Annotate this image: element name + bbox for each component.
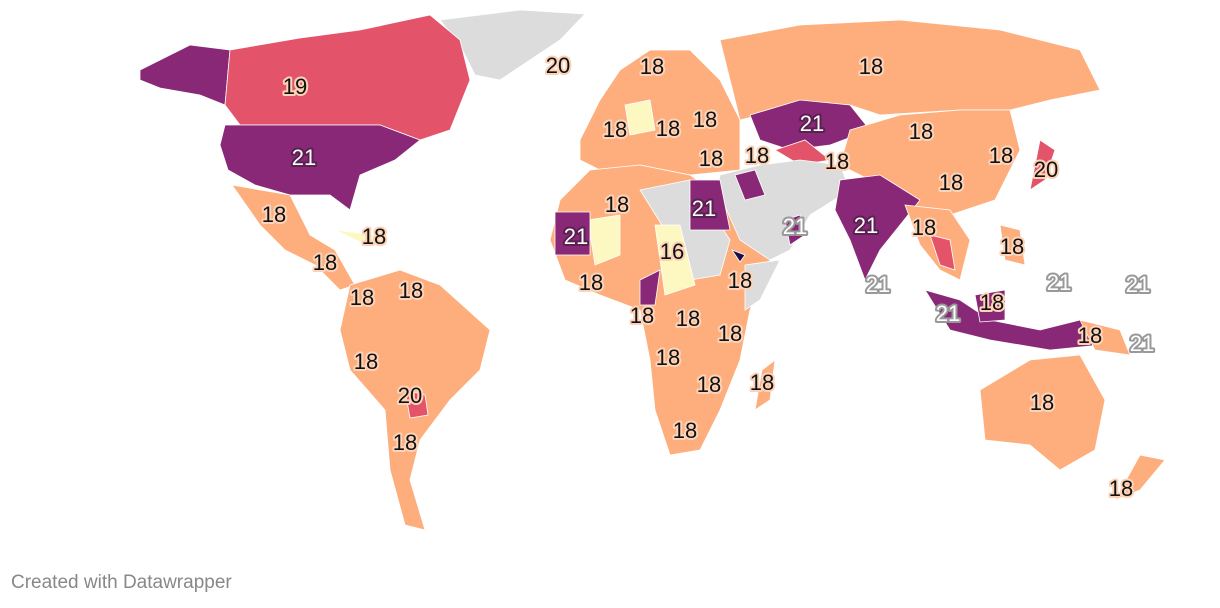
region-australia[interactable] bbox=[979, 354, 1106, 471]
region-philippines[interactable] bbox=[999, 224, 1026, 266]
region-paraguay[interactable] bbox=[404, 389, 429, 419]
value-label-ethiopia: 18 bbox=[728, 268, 752, 293]
value-label-kazakhstan: 21 bbox=[800, 111, 824, 136]
value-label-angola: 18 bbox=[656, 345, 680, 370]
value-label-australia: 18 bbox=[1030, 390, 1054, 415]
value-label-borneo: 18 bbox=[980, 290, 1004, 315]
value-label-korea: 18 bbox=[989, 143, 1013, 168]
value-label-sri-lanka: 21 bbox=[866, 272, 890, 297]
value-label-egypt: 21 bbox=[692, 196, 716, 221]
value-label-papua-new-guinea: 18 bbox=[1078, 323, 1102, 348]
value-label-guyana: 18 bbox=[399, 278, 423, 303]
value-label-caucasus: 18 bbox=[745, 143, 769, 168]
value-label-russia: 18 bbox=[859, 54, 883, 79]
value-label-central-america: 18 bbox=[313, 250, 337, 275]
region-egypt[interactable] bbox=[689, 179, 731, 231]
region-mexico[interactable] bbox=[231, 184, 356, 291]
value-label-scandinavia: 18 bbox=[640, 54, 664, 79]
value-label-united-states: 21 bbox=[292, 145, 316, 170]
region-mali[interactable] bbox=[587, 214, 621, 266]
value-label-japan: 20 bbox=[1034, 157, 1058, 182]
value-label-central-asia: 18 bbox=[825, 149, 849, 174]
value-label-mongolia: 18 bbox=[909, 119, 933, 144]
region-cameroon[interactable] bbox=[639, 269, 661, 306]
value-label-madagascar: 18 bbox=[750, 370, 774, 395]
value-label-eastern-europe: 18 bbox=[693, 107, 717, 132]
value-label-tanzania: 18 bbox=[718, 321, 742, 346]
value-label-south-africa: 18 bbox=[673, 418, 697, 443]
region-oman[interactable] bbox=[784, 214, 806, 246]
value-label-micronesia: 21 bbox=[1047, 270, 1071, 295]
value-label-mauritania: 21 bbox=[564, 224, 588, 249]
value-label-india: 21 bbox=[854, 213, 878, 238]
region-png[interactable] bbox=[1079, 319, 1131, 356]
region-horn[interactable] bbox=[744, 259, 781, 311]
region-madagascar[interactable] bbox=[754, 359, 776, 411]
value-label-west-africa: 18 bbox=[579, 270, 603, 295]
value-label-gabon: 18 bbox=[630, 303, 654, 328]
value-label-philippines: 18 bbox=[1000, 234, 1024, 259]
region-eritrea[interactable] bbox=[730, 249, 746, 263]
region-borneo[interactable] bbox=[974, 289, 1006, 323]
value-label-colombia: 18 bbox=[350, 285, 374, 310]
region-greenland[interactable] bbox=[439, 9, 586, 81]
region-new-zealand[interactable] bbox=[1114, 454, 1166, 501]
value-label-mexico: 18 bbox=[262, 202, 286, 227]
region-japan[interactable] bbox=[1029, 139, 1056, 191]
region-russia[interactable] bbox=[719, 19, 1101, 121]
value-label-sumatra: 21 bbox=[936, 301, 960, 326]
value-label-chad: 16 bbox=[660, 239, 684, 264]
value-label-canada: 19 bbox=[283, 74, 307, 99]
value-label-dr-congo: 18 bbox=[676, 306, 700, 331]
value-label-greenland: 20 bbox=[546, 53, 570, 78]
value-label-solomon-islands: 21 bbox=[1130, 331, 1154, 356]
value-label-zambia: 18 bbox=[697, 372, 721, 397]
value-label-paraguay: 20 bbox=[398, 383, 422, 408]
value-label-china: 18 bbox=[939, 170, 963, 195]
region-chad[interactable] bbox=[654, 224, 696, 296]
value-label-myanmar: 18 bbox=[912, 215, 936, 240]
value-label-peru: 18 bbox=[354, 349, 378, 374]
value-label-new-zealand: 18 bbox=[1109, 476, 1133, 501]
region-cuba[interactable] bbox=[334, 229, 391, 246]
region-thailand[interactable] bbox=[929, 234, 956, 271]
region-alaska[interactable] bbox=[139, 44, 231, 106]
value-label-central-europe: 18 bbox=[656, 116, 680, 141]
region-iraq[interactable] bbox=[734, 169, 766, 201]
value-label-cuba: 18 bbox=[362, 224, 386, 249]
region-mauritania[interactable] bbox=[554, 211, 591, 256]
value-label-oman: 21 bbox=[783, 214, 807, 239]
value-label-algeria: 18 bbox=[605, 192, 629, 217]
value-label-western-europe: 18 bbox=[603, 117, 627, 142]
datawrapper-credit: Created with Datawrapper bbox=[11, 572, 232, 593]
region-usa[interactable] bbox=[219, 124, 421, 211]
value-label-marshall-islands: 21 bbox=[1126, 272, 1150, 297]
value-label-argentina: 18 bbox=[393, 430, 417, 455]
region-central-asia[interactable] bbox=[774, 139, 831, 166]
region-germany[interactable] bbox=[624, 99, 656, 136]
value-label-balkans: 18 bbox=[699, 146, 723, 171]
region-canada[interactable] bbox=[224, 14, 471, 141]
region-india[interactable] bbox=[834, 174, 921, 281]
